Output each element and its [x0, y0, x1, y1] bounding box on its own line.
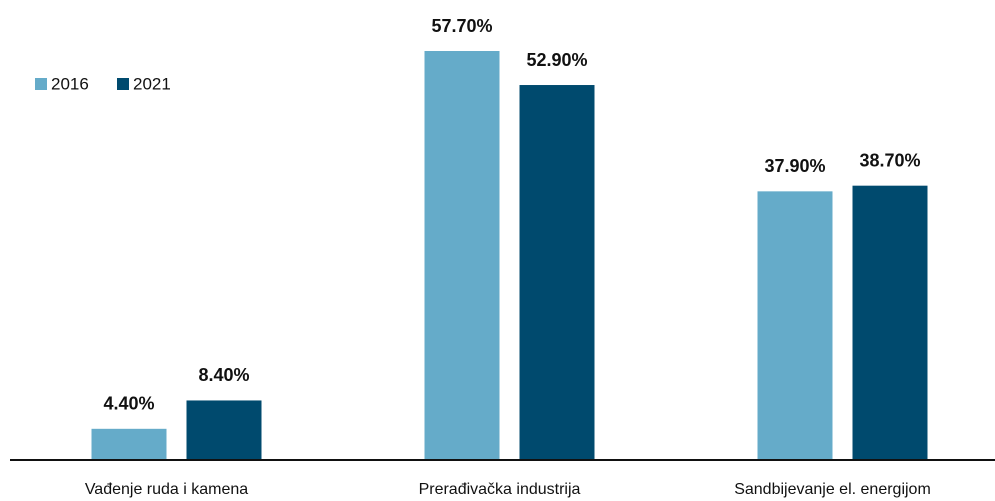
legend-swatch	[117, 78, 129, 90]
bar	[424, 51, 500, 460]
bar	[757, 191, 833, 460]
value-label: 8.40%	[198, 365, 249, 385]
value-label: 38.70%	[859, 150, 920, 170]
x-tick-label: Sandbijevanje el. energijom	[734, 481, 931, 498]
value-label: 57.70%	[431, 16, 492, 36]
x-tick-label: Vađenje ruda i kamena	[85, 481, 248, 498]
x-tick-label: Prerađivačka industrija	[419, 481, 581, 498]
bar	[852, 185, 928, 460]
bar	[91, 428, 167, 460]
legend-swatch	[35, 78, 47, 90]
bar	[186, 400, 262, 460]
legend-label: 2021	[133, 74, 171, 93]
value-label: 52.90%	[526, 50, 587, 70]
value-label: 4.40%	[103, 394, 154, 414]
value-label: 37.90%	[764, 156, 825, 176]
legend-label: 2016	[51, 74, 89, 93]
bar	[519, 85, 595, 460]
